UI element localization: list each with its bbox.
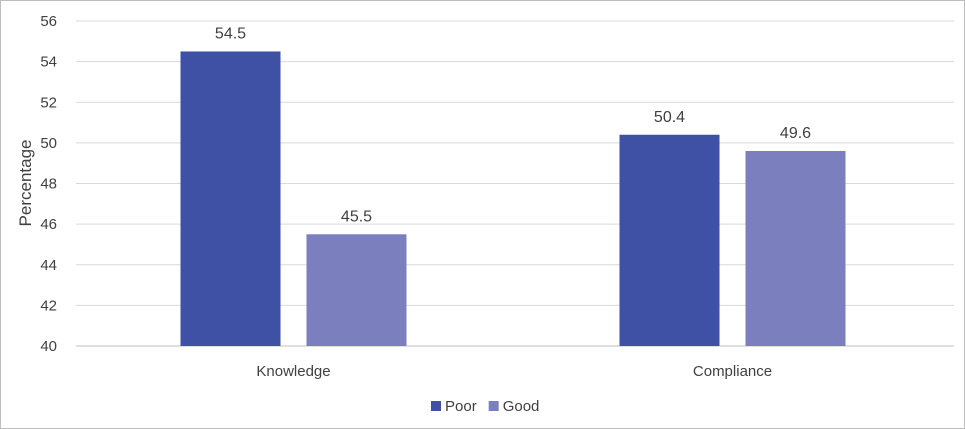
y-tick-label: 40 (40, 338, 57, 355)
legend-swatch (488, 401, 499, 411)
y-tick-label: 54 (40, 54, 57, 71)
y-tick-label: 48 (40, 176, 57, 193)
y-tick-label: 42 (40, 297, 57, 314)
x-category-label: Knowledge (256, 363, 330, 380)
bar-good-knowledge (306, 234, 407, 346)
legend: Poor Good (431, 398, 539, 415)
legend-item-poor: Poor (431, 398, 477, 415)
bar-poor-knowledge (180, 51, 281, 346)
y-axis-ticks: 40 42 44 46 48 50 52 54 56 (40, 13, 57, 355)
y-tick-label: 56 (40, 13, 57, 30)
legend-item-good: Good (488, 398, 540, 415)
legend-label: Good (503, 398, 540, 415)
category-labels: Knowledge Compliance (256, 363, 772, 380)
data-label: 45.5 (341, 208, 372, 225)
y-axis-title: Percentage (16, 140, 35, 227)
bars (180, 51, 846, 346)
data-labels: 54.5 45.5 50.4 49.6 (215, 25, 811, 225)
y-tick-label: 44 (40, 257, 57, 274)
x-category-label: Compliance (693, 363, 772, 380)
data-label: 49.6 (780, 125, 811, 142)
legend-swatch (431, 401, 441, 411)
legend-label: Poor (445, 398, 477, 415)
data-label: 54.5 (215, 25, 246, 42)
y-tick-label: 46 (40, 216, 57, 233)
data-label: 50.4 (654, 109, 685, 126)
bar-good-compliance (745, 151, 846, 346)
y-tick-label: 52 (40, 94, 57, 111)
y-tick-label: 50 (40, 135, 57, 152)
bar-poor-compliance (619, 134, 720, 346)
